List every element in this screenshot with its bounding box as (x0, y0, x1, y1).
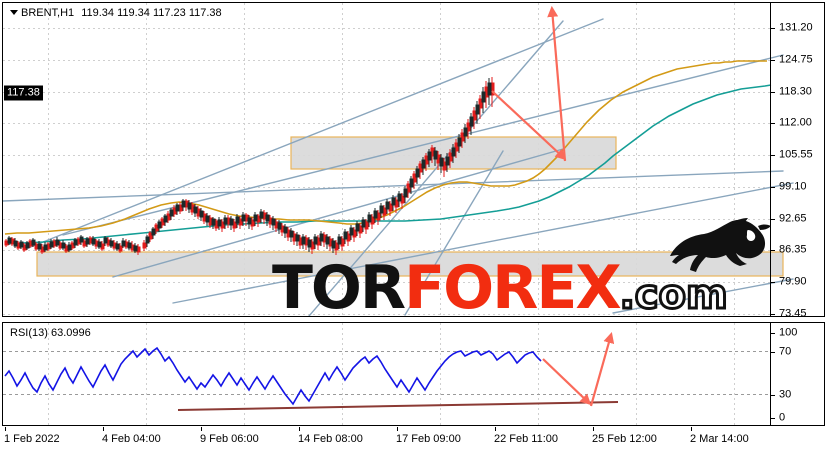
time-axis[interactable]: 1 Feb 2022 4 Feb 04:00 9 Feb 06:00 14 Feb 0… (2, 427, 825, 453)
time-axis-label: 17 Feb 09:00 (396, 433, 461, 445)
time-axis-label: 25 Feb 12:00 (592, 433, 657, 445)
trendlines[interactable] (3, 18, 794, 316)
time-axis-tick (5, 427, 6, 431)
time-axis-tick (495, 427, 496, 431)
price-plot-area[interactable] (3, 3, 824, 316)
rsi-level-lines (3, 351, 771, 395)
time-axis-label: 9 Feb 06:00 (200, 433, 259, 445)
forecast-arrow-rsi[interactable] (542, 332, 615, 407)
time-axis-tick (201, 427, 202, 431)
current-price-tag: 117.38 (4, 85, 43, 101)
time-axis-label: 1 Feb 2022 (4, 433, 60, 445)
rsi-line (4, 346, 542, 406)
time-axis-label: 4 Feb 04:00 (102, 433, 161, 445)
horizontal-gridlines (3, 28, 771, 315)
time-axis-tick (691, 427, 692, 431)
rsi-trendline[interactable] (177, 401, 619, 411)
time-axis-tick (299, 427, 300, 431)
rsi-plot-area[interactable] (3, 323, 824, 425)
rsi-header-label: RSI(13) 63.0996 (10, 327, 91, 339)
time-axis-label: 22 Feb 11:00 (494, 433, 559, 445)
chart-symbol-header: BRENT,H1 119.34 119.34 117.23 117.38 (10, 7, 222, 19)
rsi-vertical-gridlines (48, 323, 735, 425)
time-axis-label: 14 Feb 08:00 (298, 433, 363, 445)
symbol-label: BRENT,H1 (21, 7, 75, 19)
rsi-axis-divider (770, 323, 771, 425)
ohlc-quote-label: 119.34 119.34 117.23 117.38 (81, 7, 222, 19)
forecast-arrow-price[interactable] (491, 5, 567, 162)
rsi-indicator-panel[interactable]: RSI(13) 63.0996 100 70 30 0 (2, 322, 825, 426)
zone-rect-lower[interactable] (36, 251, 784, 277)
time-axis-tick (397, 427, 398, 431)
collapse-caret-icon[interactable] (10, 9, 18, 15)
time-axis-label: 2 Mar 14:00 (690, 433, 749, 445)
time-axis-tick (103, 427, 104, 431)
time-axis-tick (593, 427, 594, 431)
price-axis-divider (770, 3, 771, 316)
ma-slow-line (4, 84, 772, 245)
candlestick-series[interactable] (4, 77, 495, 255)
price-chart-panel[interactable]: BRENT,H1 119.34 119.34 117.23 117.38 131.… (2, 2, 825, 317)
